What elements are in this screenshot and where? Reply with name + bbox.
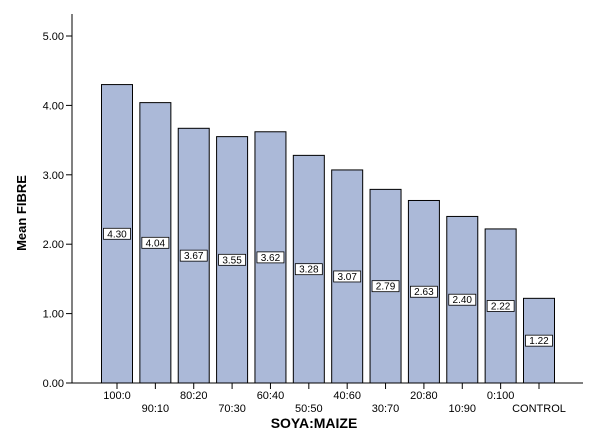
data-label: 3.62 [261,253,281,264]
y-tick-label: 2.00 [43,239,64,251]
data-label: 2.63 [414,287,434,298]
data-label-box [294,263,323,276]
data-label-box [218,253,246,266]
x-tick-label: 100:0 [103,390,131,402]
data-label-box [179,249,208,262]
data-label-box [141,236,170,249]
data-label: 1.22 [529,336,549,347]
y-tick-label: 4.00 [43,100,64,112]
data-label: 3.67 [184,251,204,262]
x-tick-label: 10:90 [449,403,477,415]
x-tick-label: 50:50 [295,403,323,415]
data-label: 4.04 [146,238,166,249]
data-label-box [486,300,515,312]
data-label-box [525,334,553,347]
data-label: 2.79 [376,282,396,293]
y-axis-title: Mean FIBRE [14,175,29,251]
x-tick-label: 40:60 [333,390,361,402]
data-label: 3.28 [299,265,319,276]
data-label-box [371,280,400,293]
x-tick-label: 0:100 [487,390,515,402]
data-label: 4.30 [107,229,127,240]
x-tick-label: 60:40 [257,390,285,402]
x-tick-label: 90:10 [142,403,170,415]
x-tick-label: 70:30 [218,403,246,415]
y-tick-label: 5.00 [43,31,64,43]
x-tick-label: CONTROL [512,403,566,415]
data-label-box [333,270,362,283]
y-tick-label: 3.00 [43,170,64,182]
x-axis: 100:0 90:10 80:20 70:30 60:40 50:50 40:60 30:70… [72,382,583,415]
x-tick-label: 30:70 [372,403,400,415]
data-label-box [410,285,438,298]
data-label-box [256,251,285,264]
x-tick-label: 20:80 [410,390,438,402]
data-label: 3.07 [337,272,357,283]
data-label: 2.22 [491,301,511,312]
bars [101,84,555,384]
data-label-box [103,227,131,240]
x-axis-title: SOYA:MAIZE [271,415,358,431]
y-axis: 0.00 1.00 2.00 3.00 4.00 5.00 [43,14,73,390]
y-tick-label: 0.00 [43,378,64,390]
data-label: 3.55 [222,255,242,266]
data-label: 2.40 [453,295,473,306]
x-tick-label: 80:20 [180,390,208,402]
data-labels: 4.30 4.04 3.67 3.55 3.62 3.28 3.07 2.79 2.63 2.40… [103,227,553,347]
data-label-box [448,293,477,306]
y-tick-label: 1.00 [43,309,64,321]
